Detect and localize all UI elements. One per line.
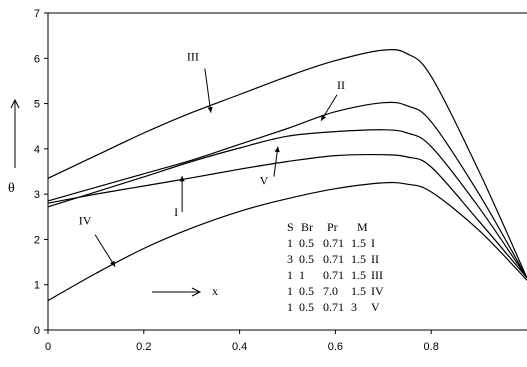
series-group [47,48,527,302]
annotation-label: V [260,174,269,188]
x-tick-label: 0.8 [424,341,439,353]
legend-cell-br: 0.5 [299,236,314,250]
y-tick-label: 3 [34,189,40,201]
y-axis: 0 1 2 3 4 5 6 7 [34,8,49,337]
y-tick-label: 0 [34,325,40,337]
annotation-label: IV [79,214,92,228]
x-tick-label: 0.2 [136,341,151,353]
series-line-v [47,129,527,279]
x-axis-label: x [212,284,218,298]
y-axis-label-group: θ [8,98,20,196]
legend-cell-s: 1 [287,284,293,298]
legend-header-br: Br [301,220,313,234]
legend-cell-curve: IV [371,284,384,298]
y-tick-label: 6 [34,53,40,65]
legend-row: 1 1 0.71 1.5 III [287,268,383,282]
legend-cell-s: 3 [287,252,293,266]
legend-header-s: S [287,220,294,234]
annotation-label: I [174,205,178,219]
legend-cell-m: 1.5 [351,268,366,282]
legend: S Br Pr M 1 0.5 0.71 1.5 I 3 0.5 0.71 1.… [287,220,384,314]
y-tick-label: 4 [34,144,40,156]
x-axis-label-arrowhead [191,287,202,297]
y-axis-label: θ [8,181,15,196]
annotation-arrowhead [321,114,327,121]
annotation-i: I [174,176,185,219]
legend-header-m: M [357,220,368,234]
series-line-i [47,154,527,279]
annotation-arrow [204,68,212,113]
annotation-arrowhead [274,146,280,153]
series-line-ii [47,101,527,279]
annotation-label: II [337,78,345,92]
legend-cell-br: 1 [299,268,305,282]
x-tick-label: 0 [45,341,51,353]
annotation-iv: IV [79,214,116,267]
annotation-iii: III [187,50,213,113]
y-tick-label: 1 [34,280,40,292]
legend-cell-br: 0.5 [299,284,314,298]
legend-row: 3 0.5 0.71 1.5 II [287,252,379,266]
annotation-label: III [187,50,199,64]
legend-cell-curve: I [371,236,375,250]
legend-row: 1 0.5 0.71 3 V [287,300,380,314]
annotation-arrowhead [109,260,116,267]
y-axis-label-arrowhead [10,98,20,109]
annotation-ii: II [320,78,345,122]
legend-cell-pr: 0.71 [323,236,344,250]
y-tick-label: 2 [34,234,40,246]
y-tick-label: 5 [34,99,40,111]
legend-cell-pr: 0.71 [323,252,344,266]
legend-cell-curve: II [371,252,379,266]
legend-cell-br: 0.5 [299,300,314,314]
y-tick-label: 7 [34,8,40,20]
legend-cell-pr: 0.71 [323,300,344,314]
series-line-iii [47,48,527,279]
legend-cell-pr: 0.71 [323,268,344,282]
x-tick-label: 0.6 [328,341,343,353]
series-line-iv [47,181,527,302]
legend-cell-curve: V [371,300,380,314]
x-axis-label-group: x [152,284,218,298]
legend-cell-curve: III [371,268,383,282]
legend-cell-m: 1.5 [351,236,366,250]
legend-cell-s: 1 [287,236,293,250]
legend-cell-s: 1 [287,268,293,282]
annotation-arrowhead [207,106,213,113]
legend-row: 1 0.5 0.71 1.5 I [287,236,375,250]
legend-cell-m: 3 [351,300,357,314]
x-axis: 0 0.2 0.4 0.6 0.8 [45,12,527,353]
legend-cell-m: 1.5 [351,252,366,266]
annotation-arrowhead [179,176,185,182]
annotation-v: V [260,146,280,188]
legend-header-pr: Pr [327,220,338,234]
legend-cell-pr: 7.0 [323,284,338,298]
legend-cell-br: 0.5 [299,252,314,266]
x-tick-label: 0.4 [232,341,247,353]
legend-cell-s: 1 [287,300,293,314]
legend-cell-m: 1.5 [351,284,366,298]
legend-row: 1 0.5 7.0 1.5 IV [287,284,384,298]
annotation-arrow [94,234,116,267]
